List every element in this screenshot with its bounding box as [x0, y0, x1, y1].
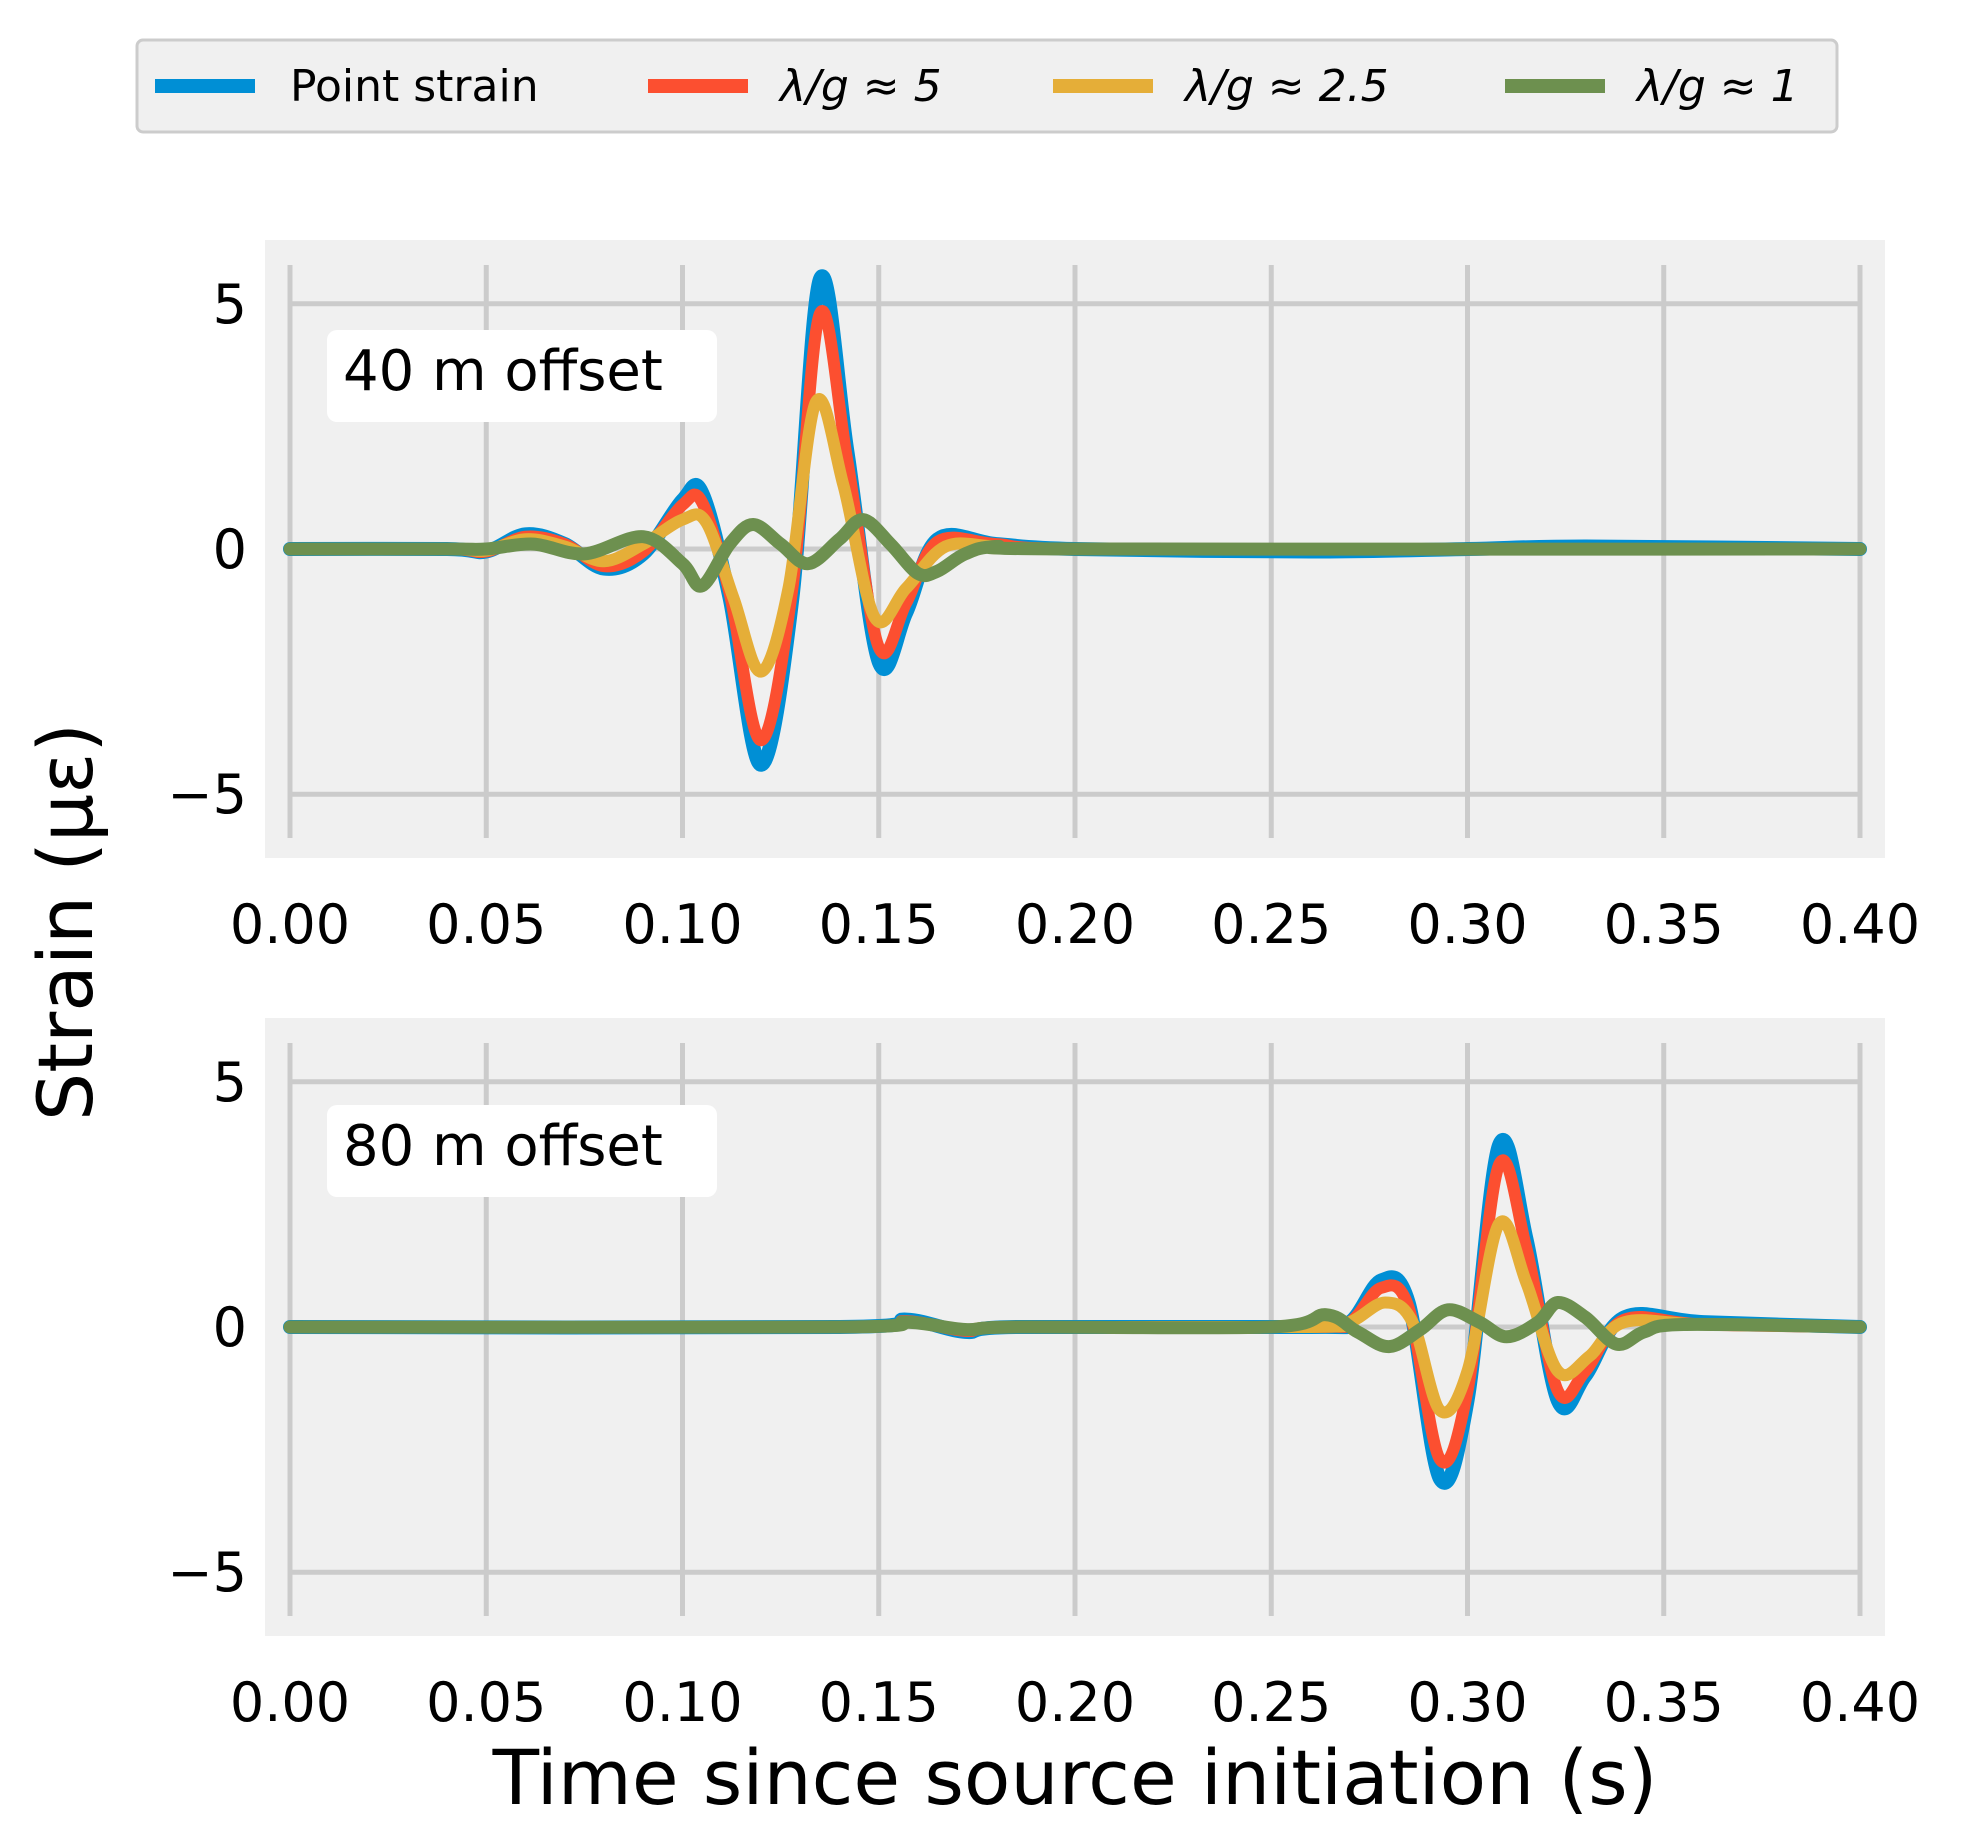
xtick-label-top-0: 0.00	[230, 893, 350, 956]
xtick-label-bottom-3: 0.15	[819, 1671, 939, 1734]
legend-label-0: Point strain	[290, 61, 539, 112]
series-bottom	[283, 1132, 1867, 1490]
xtick-label-top-3: 0.15	[819, 893, 939, 956]
xtick-label-bottom-5: 0.25	[1211, 1671, 1331, 1734]
series-line-lambda-g-1-top	[283, 513, 1867, 593]
panel-80m-offset: 0.00 0.05 0.10 0.15 0.20 0.25 0.30 0.35 0.40 5 0 −…	[167, 1018, 1920, 1734]
xtick-label-bottom-6: 0.30	[1407, 1671, 1527, 1734]
x-axis-label: Time since source initiation (s)	[492, 1733, 1658, 1822]
xtick-label-bottom-0: 0.00	[230, 1671, 350, 1734]
xticks-top: 0.00 0.05 0.10 0.15 0.20 0.25 0.30 0.35 0.40	[230, 893, 1920, 956]
xtick-label-top-2: 0.10	[622, 893, 742, 956]
ytick-label-bottom-1: 0	[213, 1296, 247, 1359]
xtick-label-top-7: 0.35	[1604, 893, 1724, 956]
xtick-label-top-6: 0.30	[1407, 893, 1527, 956]
ytick-label-top-2: −5	[167, 763, 247, 826]
xtick-label-bottom-8: 0.40	[1800, 1671, 1920, 1734]
xtick-label-top-1: 0.05	[426, 893, 546, 956]
xtick-label-top-8: 0.40	[1800, 893, 1920, 956]
y-axis-label: Strain (με)	[21, 723, 110, 1121]
xtick-label-bottom-7: 0.35	[1604, 1671, 1724, 1734]
ytick-label-top-0: 5	[213, 273, 247, 336]
legend: Point strain λ/g ≈ 5 λ/g ≈ 2.5 λ/g ≈ 1	[135, 38, 1839, 134]
series-top	[283, 269, 1867, 772]
xticks-bottom: 0.00 0.05 0.10 0.15 0.20 0.25 0.30 0.35 0.40	[230, 1671, 1920, 1734]
annotation-bottom: 80 m offset	[343, 1114, 663, 1179]
legend-label-2: λ/g ≈ 2.5	[1183, 61, 1389, 112]
legend-label-1: λ/g ≈ 5	[778, 61, 942, 112]
ytick-label-bottom-2: −5	[167, 1541, 247, 1604]
annotation-box-bottom	[327, 1105, 717, 1197]
legend-label-3: λ/g ≈ 1	[1635, 61, 1799, 112]
xtick-label-top-5: 0.25	[1211, 893, 1331, 956]
ytick-label-bottom-0: 5	[213, 1051, 247, 1114]
xtick-label-bottom-1: 0.05	[426, 1671, 546, 1734]
annotation-top: 40 m offset	[343, 339, 663, 404]
yticks-bottom: 5 0 −5	[167, 1051, 247, 1604]
yticks-top: 5 0 −5	[167, 273, 247, 826]
ytick-label-top-1: 0	[213, 518, 247, 581]
series-line-lambda-g-1-bottom	[283, 1296, 1867, 1354]
panel-40m-offset: 0.00 0.05 0.10 0.15 0.20 0.25 0.30 0.35 0.40 5 0 −…	[167, 240, 1920, 956]
xtick-label-top-4: 0.20	[1015, 893, 1135, 956]
annotation-box-top	[327, 330, 717, 422]
legend-frame	[135, 38, 1839, 134]
xtick-label-bottom-4: 0.20	[1015, 1671, 1135, 1734]
xtick-label-bottom-2: 0.10	[622, 1671, 742, 1734]
